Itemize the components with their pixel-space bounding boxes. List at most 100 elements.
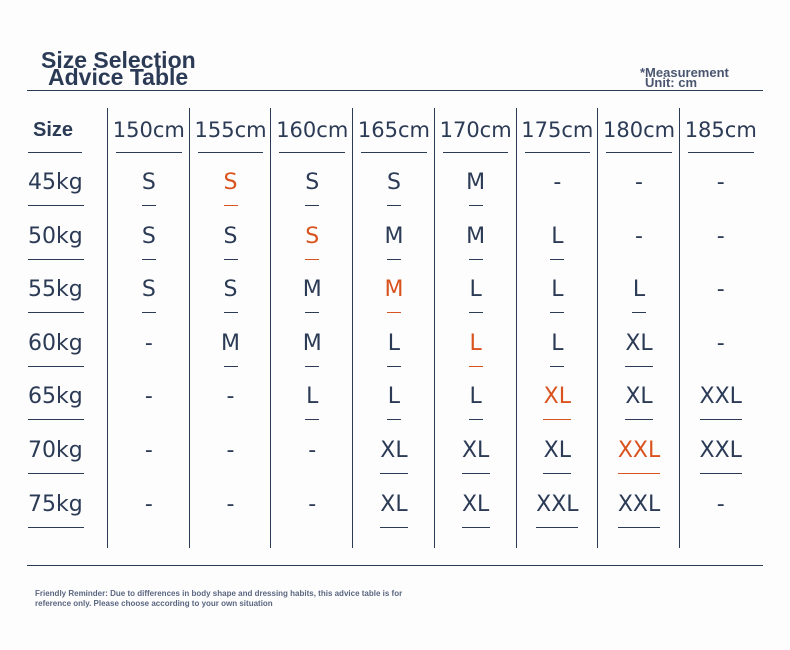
cell-underline xyxy=(618,473,661,474)
size-cell: - xyxy=(716,277,725,303)
size-cell: XL xyxy=(380,491,408,517)
size-cell: S xyxy=(223,223,238,249)
size-cell: - xyxy=(716,170,725,195)
size-cell: - xyxy=(144,330,153,356)
row-label-underline xyxy=(28,473,84,474)
size-cell: S xyxy=(141,277,156,303)
column-divider xyxy=(188,108,190,548)
cell-underline xyxy=(625,365,654,367)
row-label: 45kg xyxy=(28,170,83,195)
cell-underline xyxy=(386,312,401,314)
cell-underline xyxy=(543,419,572,421)
size-cell: L xyxy=(551,223,564,249)
size-cell: XXL xyxy=(617,491,661,517)
size-cell: - xyxy=(553,170,562,195)
size-cell: S xyxy=(223,170,238,195)
size-cell: - xyxy=(716,223,725,249)
column-divider xyxy=(270,108,272,548)
size-cell: M xyxy=(384,277,404,303)
cell-underline xyxy=(699,419,742,421)
size-cell: - xyxy=(716,330,725,356)
cell-underline xyxy=(468,258,483,260)
cell-underline xyxy=(543,473,572,474)
row-label: 65kg xyxy=(28,384,83,410)
size-cell: XL xyxy=(543,384,571,410)
reminder: Friendly Reminder: Due to differences in… xyxy=(35,589,403,608)
cell-underline xyxy=(305,312,320,314)
size-cell: M xyxy=(384,223,404,249)
size-cell: XXL xyxy=(699,384,742,410)
header-underline xyxy=(442,152,509,153)
cell-underline xyxy=(305,419,320,421)
column-header: 170cm xyxy=(439,118,512,142)
size-cell: XL xyxy=(543,438,571,463)
header-underline xyxy=(687,152,754,153)
column-divider xyxy=(597,108,599,548)
size-cell: M xyxy=(466,223,486,249)
cell-underline xyxy=(618,526,661,528)
size-cell: - xyxy=(226,491,235,517)
row-label-underline xyxy=(28,205,84,206)
size-cell: XL xyxy=(461,491,490,517)
cell-underline xyxy=(305,258,320,260)
size-cell: - xyxy=(308,491,317,517)
cell-underline xyxy=(536,526,579,528)
title-line-2: Advice Table xyxy=(48,64,189,90)
size-cell: S xyxy=(141,223,156,249)
size-cell: XXL xyxy=(536,491,579,517)
size-cell: L xyxy=(632,277,646,303)
size-cell: - xyxy=(144,438,153,463)
cell-underline xyxy=(223,365,238,367)
cell-underline xyxy=(632,312,647,314)
size-cell: XL xyxy=(625,330,653,356)
row-label: 70kg xyxy=(28,438,83,463)
cell-underline xyxy=(223,205,238,206)
title-line-1: Size Selection xyxy=(41,47,196,73)
row-label-underline xyxy=(28,365,84,367)
column-header: 150cm xyxy=(112,118,185,142)
size-cell: XXL xyxy=(699,438,742,463)
size-cell: S xyxy=(386,170,401,195)
cell-underline xyxy=(625,419,654,421)
cell-underline xyxy=(386,365,401,367)
row-label: 55kg xyxy=(28,277,83,303)
size-cell: XL xyxy=(461,438,490,463)
cell-underline xyxy=(223,258,238,260)
column-header: 175cm xyxy=(521,118,594,142)
size-cell: XL xyxy=(625,384,653,410)
size-cell: M xyxy=(466,170,486,195)
header-underline xyxy=(524,152,591,153)
column-divider xyxy=(678,108,680,548)
header-underline xyxy=(606,152,672,153)
size-cell: L xyxy=(387,384,401,410)
size-cell: M xyxy=(221,330,241,356)
row-label-underline xyxy=(28,258,84,260)
cell-underline xyxy=(468,365,483,367)
size-cell: - xyxy=(144,384,153,410)
cell-underline xyxy=(550,258,565,260)
size-cell: L xyxy=(306,384,319,410)
size-cell: L xyxy=(551,277,564,303)
column-header: 155cm xyxy=(194,118,267,142)
cell-underline xyxy=(461,526,490,528)
row-label-underline xyxy=(28,312,84,314)
cell-underline xyxy=(305,205,320,206)
size-cell: M xyxy=(302,277,322,303)
cell-underline xyxy=(223,312,238,314)
cell-underline xyxy=(468,419,483,421)
row-label-underline xyxy=(28,526,84,528)
size-cell: - xyxy=(308,438,317,463)
header-underline xyxy=(116,152,182,153)
column-divider xyxy=(515,108,517,548)
bottom-rule xyxy=(27,565,763,566)
size-cell: S xyxy=(305,170,320,195)
cell-underline xyxy=(379,526,408,528)
size-cell: S xyxy=(141,170,156,195)
column-divider xyxy=(107,108,108,548)
size-cell: - xyxy=(716,491,725,517)
size-cell: - xyxy=(144,491,153,517)
unit-note: Unit: cm xyxy=(645,75,697,90)
cell-underline xyxy=(550,365,565,367)
size-cell: M xyxy=(302,330,322,356)
size-cell: L xyxy=(469,330,482,356)
